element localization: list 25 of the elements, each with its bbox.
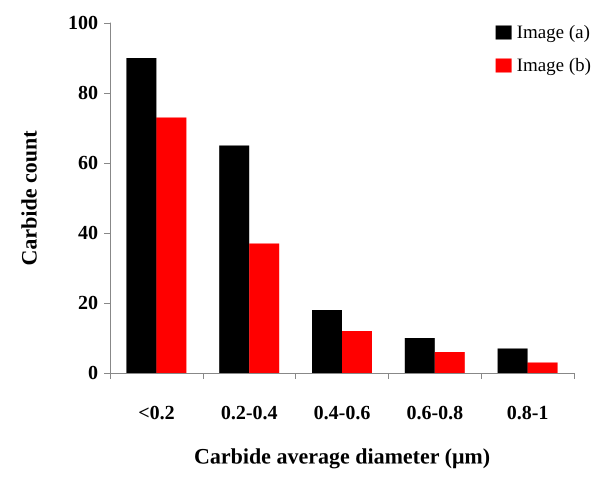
y-tick-label: 60 (78, 152, 98, 174)
legend-label: Image (a) (516, 22, 590, 43)
y-tick-label: 20 (78, 292, 98, 314)
bar (249, 244, 280, 373)
bar (312, 310, 342, 373)
x-tick-label: <0.2 (138, 402, 175, 424)
x-tick-label: 0.6-0.8 (406, 402, 464, 424)
bar (434, 352, 465, 373)
bar (126, 58, 156, 373)
bar (219, 146, 250, 373)
x-axis-title: Carbide average diameter (μm) (194, 444, 490, 468)
bar (342, 331, 372, 373)
bar (528, 362, 558, 373)
y-axis-title: Carbide count (16, 130, 42, 266)
y-tick-label: 0 (88, 362, 98, 384)
y-tick-label: 80 (78, 82, 98, 104)
x-tick-label: 0.2-0.4 (220, 402, 278, 424)
y-tick-label: 40 (78, 222, 98, 244)
y-tick-label: 100 (68, 12, 98, 34)
bar (404, 338, 435, 373)
bar (498, 348, 528, 373)
x-tick-label: 0.8-1 (506, 402, 548, 424)
bar (156, 118, 186, 373)
x-tick-label: 0.4-0.6 (314, 402, 370, 424)
legend-label: Image (b) (516, 55, 592, 76)
